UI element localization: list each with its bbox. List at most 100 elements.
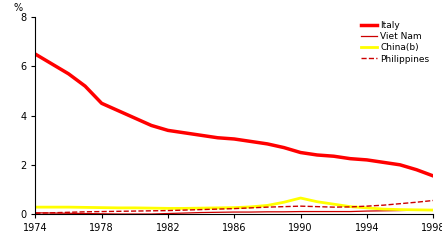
Viet Nam (49, 212, 54, 215)
Viet Nam (431, 208, 436, 211)
Italy (281, 146, 286, 149)
Italy (314, 154, 320, 156)
Viet Nam (347, 210, 353, 213)
Italy (49, 62, 54, 65)
China(b) (414, 208, 419, 211)
Philippines (232, 207, 237, 210)
Italy (381, 161, 386, 164)
Viet Nam (182, 212, 187, 215)
Italy (298, 151, 303, 154)
Italy (198, 134, 204, 137)
Viet Nam (364, 210, 370, 213)
Viet Nam (248, 211, 253, 214)
Line: China(b): China(b) (35, 198, 433, 210)
China(b) (132, 206, 137, 209)
Italy (397, 163, 403, 166)
China(b) (431, 209, 436, 212)
China(b) (82, 206, 88, 209)
Italy (182, 131, 187, 134)
China(b) (198, 207, 204, 210)
Philippines (281, 205, 286, 208)
Viet Nam (281, 210, 286, 213)
Italy (66, 72, 71, 75)
Italy (347, 157, 353, 160)
China(b) (49, 206, 54, 209)
Viet Nam (33, 211, 38, 214)
China(b) (115, 206, 121, 209)
Italy (232, 138, 237, 140)
Viet Nam (265, 210, 270, 213)
China(b) (182, 207, 187, 210)
Philippines (49, 211, 54, 214)
Philippines (314, 205, 320, 208)
Line: Italy: Italy (35, 54, 433, 176)
China(b) (232, 206, 237, 209)
Viet Nam (198, 211, 204, 214)
Philippines (381, 204, 386, 207)
China(b) (364, 206, 370, 209)
China(b) (381, 208, 386, 211)
Text: %: % (14, 3, 23, 13)
Philippines (66, 211, 71, 214)
Italy (99, 102, 104, 105)
China(b) (397, 208, 403, 211)
Italy (115, 109, 121, 112)
Italy (149, 124, 154, 127)
Viet Nam (82, 212, 88, 215)
Philippines (149, 209, 154, 212)
China(b) (265, 204, 270, 207)
Viet Nam (215, 211, 220, 214)
Philippines (414, 201, 419, 204)
Viet Nam (314, 210, 320, 213)
Line: Philippines: Philippines (35, 200, 433, 213)
Italy (33, 53, 38, 56)
Legend: Italy, Viet Nam, China(b), Philippines: Italy, Viet Nam, China(b), Philippines (359, 19, 431, 65)
Philippines (248, 206, 253, 209)
Viet Nam (165, 212, 171, 215)
Philippines (182, 209, 187, 212)
Philippines (198, 208, 204, 211)
Italy (215, 136, 220, 139)
Italy (331, 155, 336, 158)
Viet Nam (66, 212, 71, 215)
Philippines (132, 210, 137, 213)
Philippines (265, 206, 270, 209)
Philippines (397, 202, 403, 205)
China(b) (281, 201, 286, 204)
Viet Nam (414, 209, 419, 212)
Italy (431, 174, 436, 177)
China(b) (165, 207, 171, 210)
Viet Nam (298, 210, 303, 213)
China(b) (149, 207, 154, 210)
Italy (364, 158, 370, 161)
Philippines (431, 199, 436, 202)
Philippines (215, 208, 220, 211)
Viet Nam (381, 209, 386, 212)
Line: Viet Nam: Viet Nam (35, 210, 433, 214)
China(b) (99, 206, 104, 209)
Viet Nam (99, 212, 104, 215)
China(b) (33, 206, 38, 209)
Philippines (165, 209, 171, 212)
Viet Nam (232, 211, 237, 214)
China(b) (66, 206, 71, 209)
Philippines (364, 205, 370, 208)
Italy (132, 117, 137, 120)
Italy (265, 142, 270, 145)
Philippines (82, 210, 88, 213)
China(b) (314, 200, 320, 203)
Italy (248, 140, 253, 143)
China(b) (347, 205, 353, 208)
Italy (165, 129, 171, 132)
Viet Nam (115, 213, 121, 215)
Viet Nam (149, 213, 154, 215)
Viet Nam (331, 210, 336, 213)
Viet Nam (132, 213, 137, 215)
Philippines (99, 210, 104, 213)
Philippines (347, 205, 353, 208)
China(b) (331, 203, 336, 206)
China(b) (298, 197, 303, 200)
Philippines (298, 205, 303, 208)
Italy (82, 85, 88, 88)
Philippines (33, 212, 38, 215)
